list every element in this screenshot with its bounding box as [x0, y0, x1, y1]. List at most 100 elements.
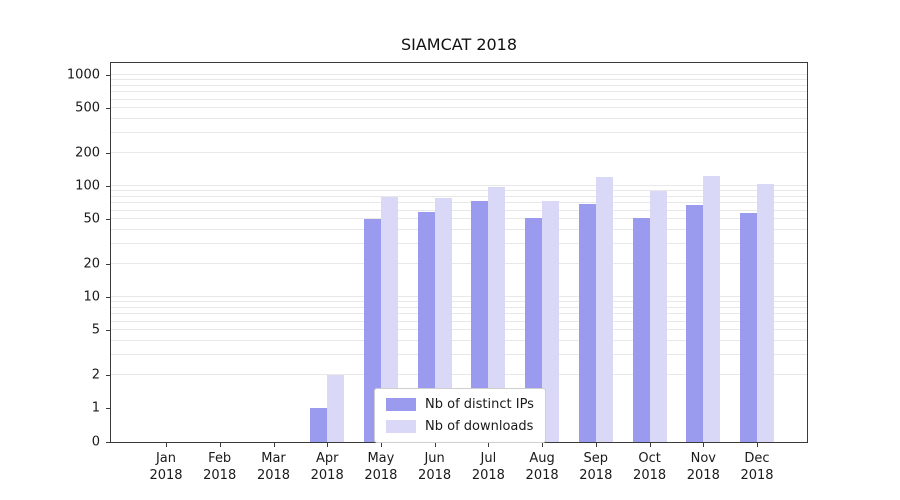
y-tick-mark [106, 219, 110, 221]
gridline [111, 306, 807, 308]
gridline [111, 202, 807, 204]
x-tick-label: Feb 2018 [203, 451, 237, 483]
y-tick-label: 1 [91, 400, 100, 416]
gridline [111, 132, 807, 133]
x-tick-label: Mar 2018 [256, 451, 291, 483]
bar-distinct-ips [417, 212, 435, 442]
legend-item: Nb of downloads [386, 419, 534, 434]
bar-group [632, 191, 667, 442]
gridline [111, 229, 807, 231]
bar-group [310, 374, 345, 442]
gridline [111, 151, 807, 153]
gridline [111, 84, 807, 86]
bar-distinct-ips [632, 217, 650, 442]
plot-area: Nb of distinct IPs Nb of downloads [110, 62, 808, 443]
x-tick-mark [434, 443, 436, 447]
y-tick-label: 1000 [66, 67, 100, 83]
x-tick-mark [595, 443, 597, 447]
bar-distinct-ips [310, 408, 328, 442]
y-tick-mark [106, 374, 110, 376]
y-tick-label: 100 [75, 178, 100, 194]
x-tick-label: Sep 2018 [579, 451, 613, 483]
plot-inner [111, 63, 807, 442]
bar-downloads [757, 184, 774, 442]
y-tick-label: 10 [83, 289, 100, 305]
gridline [111, 320, 807, 322]
x-tick-mark [703, 443, 705, 447]
x-tick-mark [380, 443, 382, 447]
bar-group [525, 200, 560, 442]
y-tick-mark [106, 263, 110, 265]
y-tick-mark [106, 442, 110, 443]
y-tick-label: 500 [75, 100, 100, 116]
bar-group [363, 197, 398, 442]
y-tick-label: 200 [75, 145, 100, 161]
x-tick-label: Oct 2018 [633, 451, 667, 483]
gridline [111, 118, 807, 120]
y-tick-label: 20 [83, 256, 100, 272]
bar-downloads [542, 200, 560, 442]
x-tick-mark [649, 443, 651, 447]
legend-label: Nb of distinct IPs [425, 397, 534, 412]
x-tick-mark [757, 443, 758, 447]
bar-downloads [380, 197, 398, 442]
bar-downloads [327, 374, 345, 442]
y-tick-mark [106, 186, 110, 187]
legend: Nb of distinct IPs Nb of downloads [374, 388, 546, 443]
legend-item: Nb of distinct IPs [386, 397, 534, 412]
bar-group [578, 177, 613, 442]
gridline [111, 296, 807, 297]
gridline [111, 262, 807, 264]
y-tick-mark [106, 108, 110, 110]
gridline [111, 301, 807, 303]
y-tick-mark [106, 75, 110, 76]
x-tick-mark [219, 443, 221, 447]
y-tick-mark [106, 297, 110, 298]
x-tick-label: Jul 2018 [471, 451, 505, 483]
x-tick-label: May 2018 [364, 451, 398, 483]
x-tick-mark [327, 443, 329, 447]
x-tick-mark [542, 443, 544, 447]
y-tick-mark [106, 330, 110, 332]
gridline [111, 209, 807, 211]
x-tick-mark [488, 443, 490, 447]
gridline [111, 91, 807, 93]
bar-distinct-ips [686, 204, 704, 442]
bar-downloads [649, 191, 667, 442]
bar-downloads [703, 176, 721, 442]
gridline [111, 98, 807, 100]
legend-swatch [386, 420, 416, 433]
gridline [111, 373, 807, 375]
y-tick-label: 0 [91, 434, 100, 450]
gridline [111, 243, 807, 244]
x-tick-label: Jan 2018 [149, 451, 183, 483]
bar-downloads [434, 198, 452, 442]
y-axis: 0 1 2 5 10 20 50 100 200 500 1000 [0, 62, 100, 450]
bar-group [471, 187, 506, 442]
x-tick-label: Nov 2018 [686, 451, 720, 483]
x-tick-label: Dec 2018 [740, 451, 774, 483]
gridline [111, 190, 807, 192]
y-tick-mark [106, 408, 110, 409]
bar-group [686, 176, 721, 442]
x-tick-label: Jun 2018 [418, 451, 452, 483]
gridline [111, 340, 807, 342]
bar-distinct-ips [363, 218, 381, 442]
bar-distinct-ips [578, 203, 596, 442]
x-tick-mark [166, 443, 167, 447]
gridline [111, 329, 807, 331]
y-tick-label: 50 [83, 211, 100, 227]
bar-distinct-ips [740, 213, 757, 442]
x-tick-mark [273, 443, 275, 447]
gridline [111, 354, 807, 355]
gridline [111, 79, 807, 81]
gridline [111, 74, 807, 75]
bar-downloads [488, 187, 506, 442]
legend-label: Nb of downloads [425, 419, 534, 434]
x-axis: Jan 2018 Feb 2018 Mar 2018 Apr 2018 May 2018 Jun 20… [111, 450, 807, 492]
y-tick-label: 2 [91, 367, 100, 383]
gridline [111, 313, 807, 315]
gridline [111, 195, 807, 197]
x-tick-label: Aug 2018 [525, 451, 559, 483]
